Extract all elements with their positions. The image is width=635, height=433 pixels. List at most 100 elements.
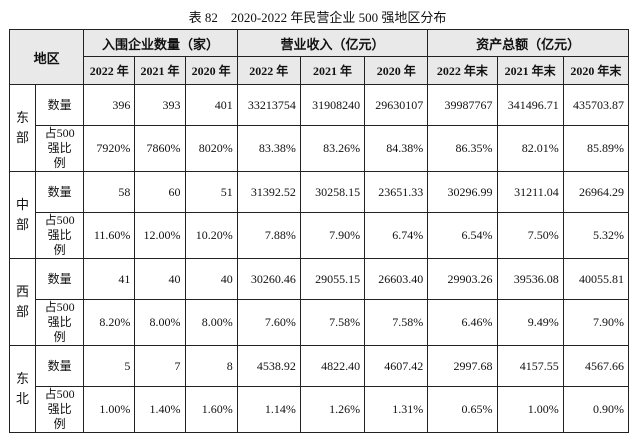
table-row: 占500强比例 8.20% 8.00% 8.00% 7.60% 7.58% 7.58% 6.4… — [10, 299, 630, 346]
value-cell: 82.01% — [496, 125, 564, 172]
value-cell: 31392.52 — [236, 171, 301, 213]
value-cell: 30258.15 — [299, 171, 366, 213]
value-cell: 31908240 — [299, 84, 366, 126]
table-row: 东部 数量 396 393 401 33213754 31908240 29630107 399… — [8, 84, 630, 172]
value-cell: 40 — [134, 258, 186, 300]
value-cell: 39536.08 — [496, 258, 564, 300]
value-cell: 39987767 — [427, 84, 498, 126]
value-cell: 6.46% — [427, 299, 498, 346]
region-name: 东北 — [8, 345, 37, 433]
value-cell: 7.88% — [236, 212, 301, 259]
value-cell: 7.50% — [496, 212, 564, 259]
value-cell: 12.00% — [134, 212, 186, 259]
value-cell: 29903.26 — [427, 258, 498, 300]
value-cell: 1.14% — [236, 386, 301, 433]
table-row: 东北 数量 5 7 8 4538.92 4822.40 4607.42 2997.68 4157.… — [8, 345, 630, 433]
header-group-revenue: 营业收入（亿元） — [236, 29, 429, 57]
value-cell: 10.20% — [184, 212, 238, 259]
header-year: 2021 年 — [134, 56, 186, 85]
value-cell: 51 — [184, 171, 238, 213]
metric-label: 占500强比例 — [35, 299, 85, 346]
value-cell: 7860% — [134, 125, 186, 172]
header-group-assets: 资产总额（亿元） — [427, 29, 629, 57]
value-cell: 393 — [134, 84, 186, 126]
header-year: 2020 年 — [184, 56, 238, 85]
value-cell: 26964.29 — [562, 171, 630, 213]
value-cell: 83.26% — [299, 125, 366, 172]
header-year: 2021 年 — [299, 56, 366, 85]
value-cell: 26603.40 — [364, 258, 429, 300]
value-cell: 2997.68 — [427, 345, 498, 387]
value-cell: 7920% — [83, 125, 136, 172]
region-distribution-table: 地区 入围企业数量（家） 营业收入（亿元） 资产总额（亿元） 2022 年 202… — [8, 29, 630, 433]
region-name: 西部 — [8, 258, 37, 346]
value-cell: 1.26% — [299, 386, 366, 433]
value-cell: 58 — [83, 171, 136, 213]
header-year: 2022 年 — [83, 56, 136, 85]
value-cell: 1.00% — [83, 386, 136, 433]
value-cell: 7.58% — [299, 299, 366, 346]
header-year: 2020 年 — [364, 56, 429, 85]
value-cell: 341496.71 — [496, 84, 564, 126]
value-cell: 4157.55 — [496, 345, 564, 387]
value-cell: 8.00% — [184, 299, 238, 346]
value-cell: 1.40% — [134, 386, 186, 433]
header-year: 2022 年 — [236, 56, 301, 85]
value-cell: 4567.66 — [562, 345, 630, 387]
value-cell: 4822.40 — [299, 345, 366, 387]
value-cell: 41 — [83, 258, 136, 300]
table-row: 占500强比例 11.60% 12.00% 10.20% 7.88% 7.90% 6.74%… — [10, 212, 630, 259]
value-cell: 30296.99 — [427, 171, 498, 213]
value-cell: 0.65% — [427, 386, 498, 433]
value-cell: 7.58% — [364, 299, 429, 346]
value-cell: 435703.87 — [562, 84, 630, 126]
value-cell: 401 — [184, 84, 238, 126]
metric-label: 占500强比例 — [35, 125, 85, 172]
value-cell: 4607.42 — [364, 345, 429, 387]
table-row: 中部 数量 58 60 51 31392.52 30258.15 23651.33 30296.… — [8, 171, 630, 259]
value-cell: 6.74% — [364, 212, 429, 259]
table-title: 表 82 2020-2022 年民营企业 500 强地区分布 — [188, 10, 447, 25]
metric-label: 数量 — [35, 345, 85, 387]
value-cell: 1.00% — [496, 386, 564, 433]
value-cell: 7 — [134, 345, 186, 387]
region-name: 中部 — [8, 171, 37, 259]
value-cell: 40055.81 — [562, 258, 630, 300]
value-cell: 6.54% — [427, 212, 498, 259]
metric-label: 占500强比例 — [35, 386, 85, 433]
value-cell: 29630107 — [364, 84, 429, 126]
value-cell: 11.60% — [83, 212, 136, 259]
value-cell: 5.32% — [562, 212, 630, 259]
value-cell: 23651.33 — [364, 171, 429, 213]
value-cell: 60 — [134, 171, 186, 213]
value-cell: 1.31% — [364, 386, 429, 433]
metric-label: 数量 — [35, 84, 85, 126]
value-cell: 31211.04 — [496, 171, 564, 213]
value-cell: 7.90% — [299, 212, 366, 259]
value-cell: 30260.46 — [236, 258, 301, 300]
header-year: 2021 年末 — [496, 56, 564, 85]
value-cell: 29055.15 — [299, 258, 366, 300]
value-cell: 8 — [184, 345, 238, 387]
value-cell: 8020% — [184, 125, 238, 172]
value-cell: 7.90% — [562, 299, 630, 346]
value-cell: 40 — [184, 258, 238, 300]
value-cell: 85.89% — [562, 125, 630, 172]
value-cell: 1.60% — [184, 386, 238, 433]
table-row: 西部 数量 41 40 40 30260.46 29055.15 26603.40 29903.… — [8, 258, 630, 346]
value-cell: 5 — [83, 345, 136, 387]
header-year: 2020 年末 — [562, 56, 630, 85]
metric-label: 占500强比例 — [35, 212, 85, 259]
value-cell: 86.35% — [427, 125, 498, 172]
value-cell: 7.60% — [236, 299, 301, 346]
table-row: 占500强比例 7920% 7860% 8020% 83.38% 83.26% 84.38%… — [10, 125, 630, 172]
value-cell: 396 — [83, 84, 136, 126]
value-cell: 9.49% — [496, 299, 564, 346]
value-cell: 33213754 — [236, 84, 301, 126]
value-cell: 84.38% — [364, 125, 429, 172]
header-region: 地区 — [8, 29, 85, 85]
value-cell: 83.38% — [236, 125, 301, 172]
table-row: 占500强比例 1.00% 1.40% 1.60% 1.14% 1.26% 1.31% 0.6… — [10, 386, 630, 433]
value-cell: 0.90% — [562, 386, 630, 433]
value-cell: 8.20% — [83, 299, 136, 346]
